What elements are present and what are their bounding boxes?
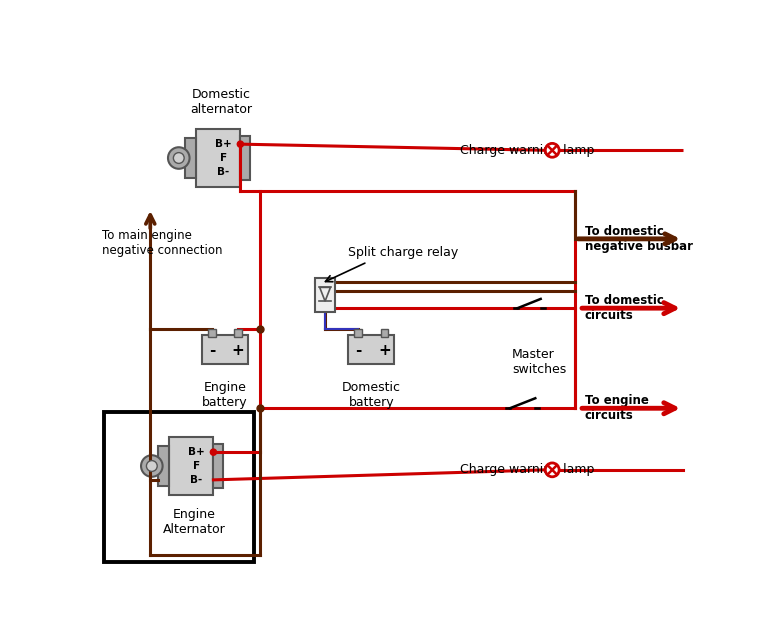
- Text: To domestic
circuits: To domestic circuits: [584, 294, 664, 322]
- Bar: [104, 412, 254, 562]
- Text: Domestic
alternator: Domestic alternator: [190, 87, 252, 116]
- Text: B+: B+: [188, 447, 205, 457]
- Bar: [169, 437, 214, 495]
- Text: B+: B+: [215, 139, 232, 149]
- Bar: [185, 138, 196, 178]
- Bar: [354, 329, 362, 337]
- Circle shape: [141, 455, 163, 477]
- Text: +: +: [232, 343, 244, 358]
- Text: Charge warning lamp: Charge warning lamp: [460, 464, 594, 476]
- Circle shape: [545, 463, 559, 477]
- Text: -: -: [209, 343, 215, 358]
- Bar: [158, 446, 169, 486]
- Bar: [240, 136, 250, 179]
- Bar: [234, 329, 242, 337]
- Text: Split charge relay: Split charge relay: [348, 246, 458, 259]
- Text: To domestic
negative busbar: To domestic negative busbar: [584, 225, 693, 253]
- Bar: [202, 335, 248, 365]
- Bar: [208, 329, 216, 337]
- Bar: [380, 329, 388, 337]
- Circle shape: [147, 460, 157, 471]
- Text: Master
switches: Master switches: [512, 348, 567, 376]
- Text: Engine
Alternator: Engine Alternator: [163, 509, 226, 536]
- Bar: [315, 278, 335, 312]
- Text: Domestic
battery: Domestic battery: [342, 381, 401, 410]
- Text: F: F: [220, 153, 227, 163]
- Text: -: -: [355, 343, 362, 358]
- Text: To engine
circuits: To engine circuits: [584, 394, 648, 422]
- Bar: [214, 444, 223, 487]
- Text: To main engine
negative connection: To main engine negative connection: [102, 229, 222, 257]
- Bar: [196, 129, 240, 187]
- Text: F: F: [193, 461, 200, 471]
- Circle shape: [168, 147, 190, 169]
- Circle shape: [545, 143, 559, 158]
- Circle shape: [237, 141, 243, 147]
- Text: Engine
battery: Engine battery: [202, 381, 248, 410]
- Bar: [348, 335, 395, 365]
- Circle shape: [210, 449, 217, 455]
- Text: Charge warning lamp: Charge warning lamp: [460, 144, 594, 157]
- Text: B-: B-: [217, 167, 230, 177]
- Text: +: +: [378, 343, 391, 358]
- Text: B-: B-: [190, 475, 203, 485]
- Circle shape: [174, 152, 184, 163]
